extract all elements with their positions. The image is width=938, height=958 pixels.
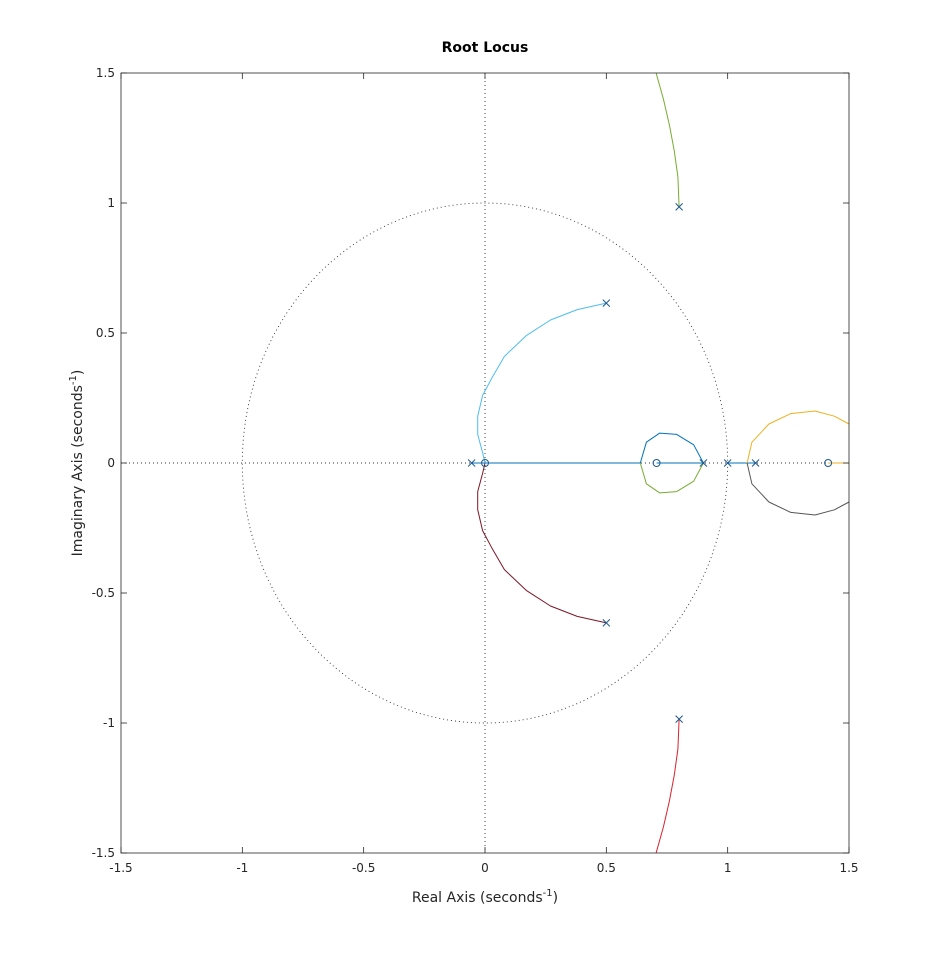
pole-marker-stroke xyxy=(675,715,683,723)
locus-branch-green xyxy=(655,73,680,207)
zero-marker xyxy=(481,459,489,467)
pole-marker-stroke xyxy=(699,459,708,467)
pole-marker xyxy=(723,459,732,467)
pole-marker xyxy=(675,715,683,723)
x-axis-label-close: ) xyxy=(553,890,558,906)
locus-branch-blue xyxy=(639,432,704,464)
x-axis-label-text: Real Axis (seconds xyxy=(412,890,543,906)
x-tick-label: -0.5 xyxy=(352,861,375,875)
x-tick-label: 0 xyxy=(481,861,489,875)
pole-marker xyxy=(602,299,611,307)
pole-marker-stroke xyxy=(602,299,611,307)
y-axis-label-close: ) xyxy=(70,370,86,375)
y-tick-label: -0.5 xyxy=(92,586,115,600)
pole-zero-markers xyxy=(467,203,833,723)
pole-marker-stroke xyxy=(602,619,611,627)
y-tick-label: -1.5 xyxy=(92,846,115,860)
pole-marker xyxy=(467,459,476,467)
pole-marker-stroke xyxy=(467,459,476,467)
pole-marker xyxy=(751,459,760,467)
pole-marker xyxy=(675,203,683,211)
pole-marker xyxy=(699,459,708,467)
pole-marker-stroke xyxy=(751,459,760,467)
x-tick-label: 1.5 xyxy=(839,861,858,875)
x-tick-label: 1 xyxy=(724,861,732,875)
locus-branch-darkred xyxy=(477,462,607,624)
x-tick-label: -1.5 xyxy=(109,861,132,875)
y-axis-label: Imaginary Axis (seconds-1) xyxy=(68,370,86,557)
x-tick-label: -1 xyxy=(236,861,248,875)
pole-marker-stroke xyxy=(723,459,732,467)
y-tick-label: -1 xyxy=(103,716,115,730)
zero-marker xyxy=(652,459,661,467)
x-axis-label-exponent: -1 xyxy=(543,888,553,899)
x-axis-label: Real Axis (seconds-1) xyxy=(412,888,558,906)
locus-branches xyxy=(471,73,849,853)
y-tick-label: 0 xyxy=(107,456,115,470)
locus-branch-green xyxy=(639,462,704,494)
locus-branch-gray xyxy=(746,462,849,516)
y-tick-label: 1 xyxy=(107,196,115,210)
zero-marker xyxy=(824,459,833,467)
axis-ticks: -1.5 -1 -0.5 0 0.5 1 1.5 -1.5 -1 -0.5 0 0.5 1 1.5 xyxy=(92,66,859,875)
x-tick-label: 0.5 xyxy=(597,861,616,875)
locus-branch-red xyxy=(655,719,680,853)
y-axis-label-exponent: -1 xyxy=(68,375,79,385)
y-tick-label: 1.5 xyxy=(96,66,115,80)
chart-title: Root Locus xyxy=(442,40,529,56)
pole-marker xyxy=(602,619,611,627)
locus-branch-cyan xyxy=(477,302,607,464)
pole-marker-stroke xyxy=(675,203,683,211)
y-axis-label-text: Imaginary Axis (seconds xyxy=(70,385,86,556)
locus-branch-orange xyxy=(746,410,849,464)
y-tick-label: 0.5 xyxy=(96,326,115,340)
